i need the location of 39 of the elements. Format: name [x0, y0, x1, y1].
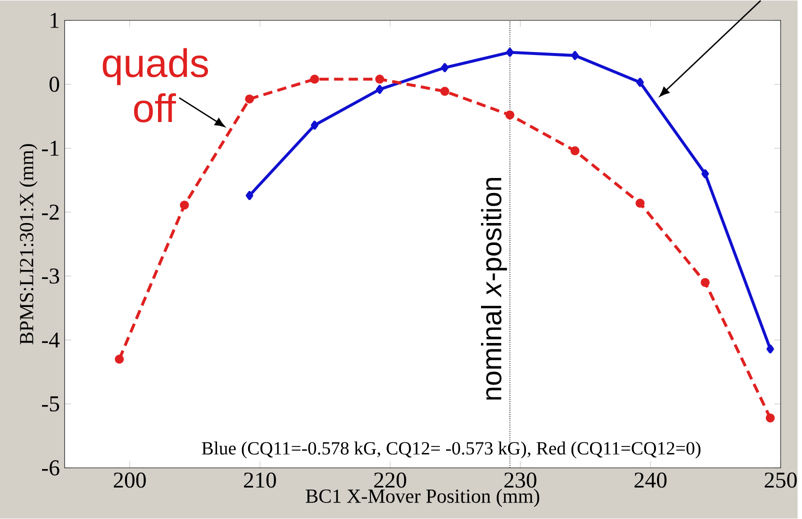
y-tick-label: 0 [50, 76, 60, 92]
x-tick-label: 230 [504, 472, 536, 488]
ref-line-label: nominal x-position [481, 178, 507, 400]
y-tick-label: -6 [42, 460, 60, 476]
point [375, 74, 384, 84]
point [114, 354, 124, 364]
y-tick-label: -3 [42, 268, 60, 284]
point [571, 51, 579, 60]
x-tick-label: 250 [764, 472, 797, 488]
x-tick-label: 200 [114, 472, 146, 488]
annotation: Blue (CQ11=-0.578 kG, CQ12= -0.573 kG), Red (CQ11=CQ12=0) [202, 442, 700, 459]
y-axis-title: BPMS:LI21:301:X (mm) [19, 144, 38, 345]
x-tick-label: 240 [634, 472, 667, 488]
point [505, 110, 514, 120]
point [701, 169, 709, 178]
point [245, 94, 254, 104]
annotation: quads off [102, 48, 208, 123]
point [636, 198, 645, 208]
y-tick-label: -1 [42, 140, 59, 156]
point [766, 344, 774, 354]
point [246, 191, 254, 200]
x-axis-title: BC1 X-Mover Position (mm) [306, 489, 540, 508]
point [441, 63, 449, 72]
y-tick-label: -5 [42, 396, 60, 412]
point [766, 414, 775, 423]
point [180, 200, 189, 210]
x-tick-label: 210 [244, 472, 276, 488]
point [440, 87, 450, 96]
y-tick-label: -2 [42, 204, 59, 220]
point [376, 85, 384, 94]
x-tick-label: 220 [374, 472, 406, 488]
point [570, 146, 580, 156]
point [636, 78, 644, 88]
point [506, 48, 514, 58]
point [310, 120, 318, 130]
y-tick-label: 1 [50, 13, 59, 28]
point [700, 278, 710, 288]
y-tick-label: -4 [42, 332, 60, 348]
point [310, 74, 320, 84]
